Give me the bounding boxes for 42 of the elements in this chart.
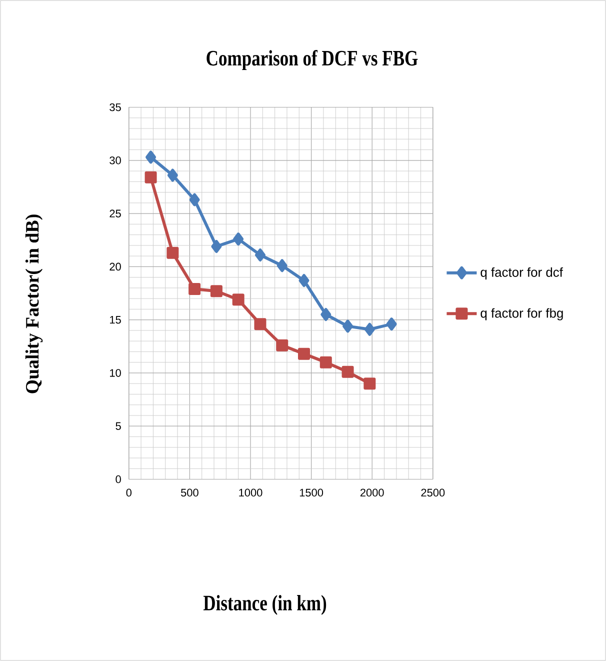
point bbox=[146, 150, 156, 164]
y-tick-label: 5 bbox=[116, 422, 121, 430]
point bbox=[167, 168, 178, 182]
point bbox=[210, 285, 222, 298]
point bbox=[189, 193, 200, 206]
point bbox=[342, 366, 354, 378]
legend-label: q factor for dcf bbox=[480, 267, 563, 280]
point bbox=[254, 248, 266, 262]
x-tick-label: 500 bbox=[180, 488, 198, 497]
point bbox=[276, 339, 288, 352]
point bbox=[144, 171, 157, 184]
y-tick-label: 30 bbox=[110, 156, 121, 164]
point bbox=[342, 320, 354, 333]
chart-title: Comparison of DCF vs FBG bbox=[206, 50, 418, 70]
y-tick-label: 0 bbox=[116, 475, 121, 484]
point bbox=[364, 378, 376, 390]
point bbox=[276, 259, 288, 272]
y-tick-label: 25 bbox=[110, 210, 121, 218]
x-tick-label: 1500 bbox=[300, 488, 324, 497]
point bbox=[298, 348, 310, 360]
x-tick-label: 1000 bbox=[239, 488, 262, 497]
point bbox=[188, 282, 201, 295]
x-tick-label: 2000 bbox=[360, 488, 384, 497]
x-tick-label: 0 bbox=[126, 488, 132, 497]
point bbox=[232, 294, 244, 306]
y-tick-label: 10 bbox=[110, 369, 121, 377]
point bbox=[364, 322, 375, 336]
y-tick-label: 20 bbox=[110, 262, 121, 271]
point bbox=[298, 274, 310, 287]
point bbox=[211, 240, 222, 253]
point bbox=[254, 318, 266, 330]
x-tick-label: 2500 bbox=[421, 488, 445, 497]
legend-label: q factor for fbg bbox=[480, 308, 563, 320]
point bbox=[320, 356, 332, 368]
point bbox=[386, 318, 397, 331]
y-tick-label: 15 bbox=[110, 316, 121, 324]
point bbox=[166, 246, 179, 259]
x-axis-title: Distance (in km) bbox=[203, 595, 326, 615]
point bbox=[233, 232, 244, 246]
point bbox=[320, 308, 332, 321]
y-tick-label: 35 bbox=[110, 103, 121, 112]
y-axis-title: Quality Factor( in dB) bbox=[25, 214, 43, 394]
